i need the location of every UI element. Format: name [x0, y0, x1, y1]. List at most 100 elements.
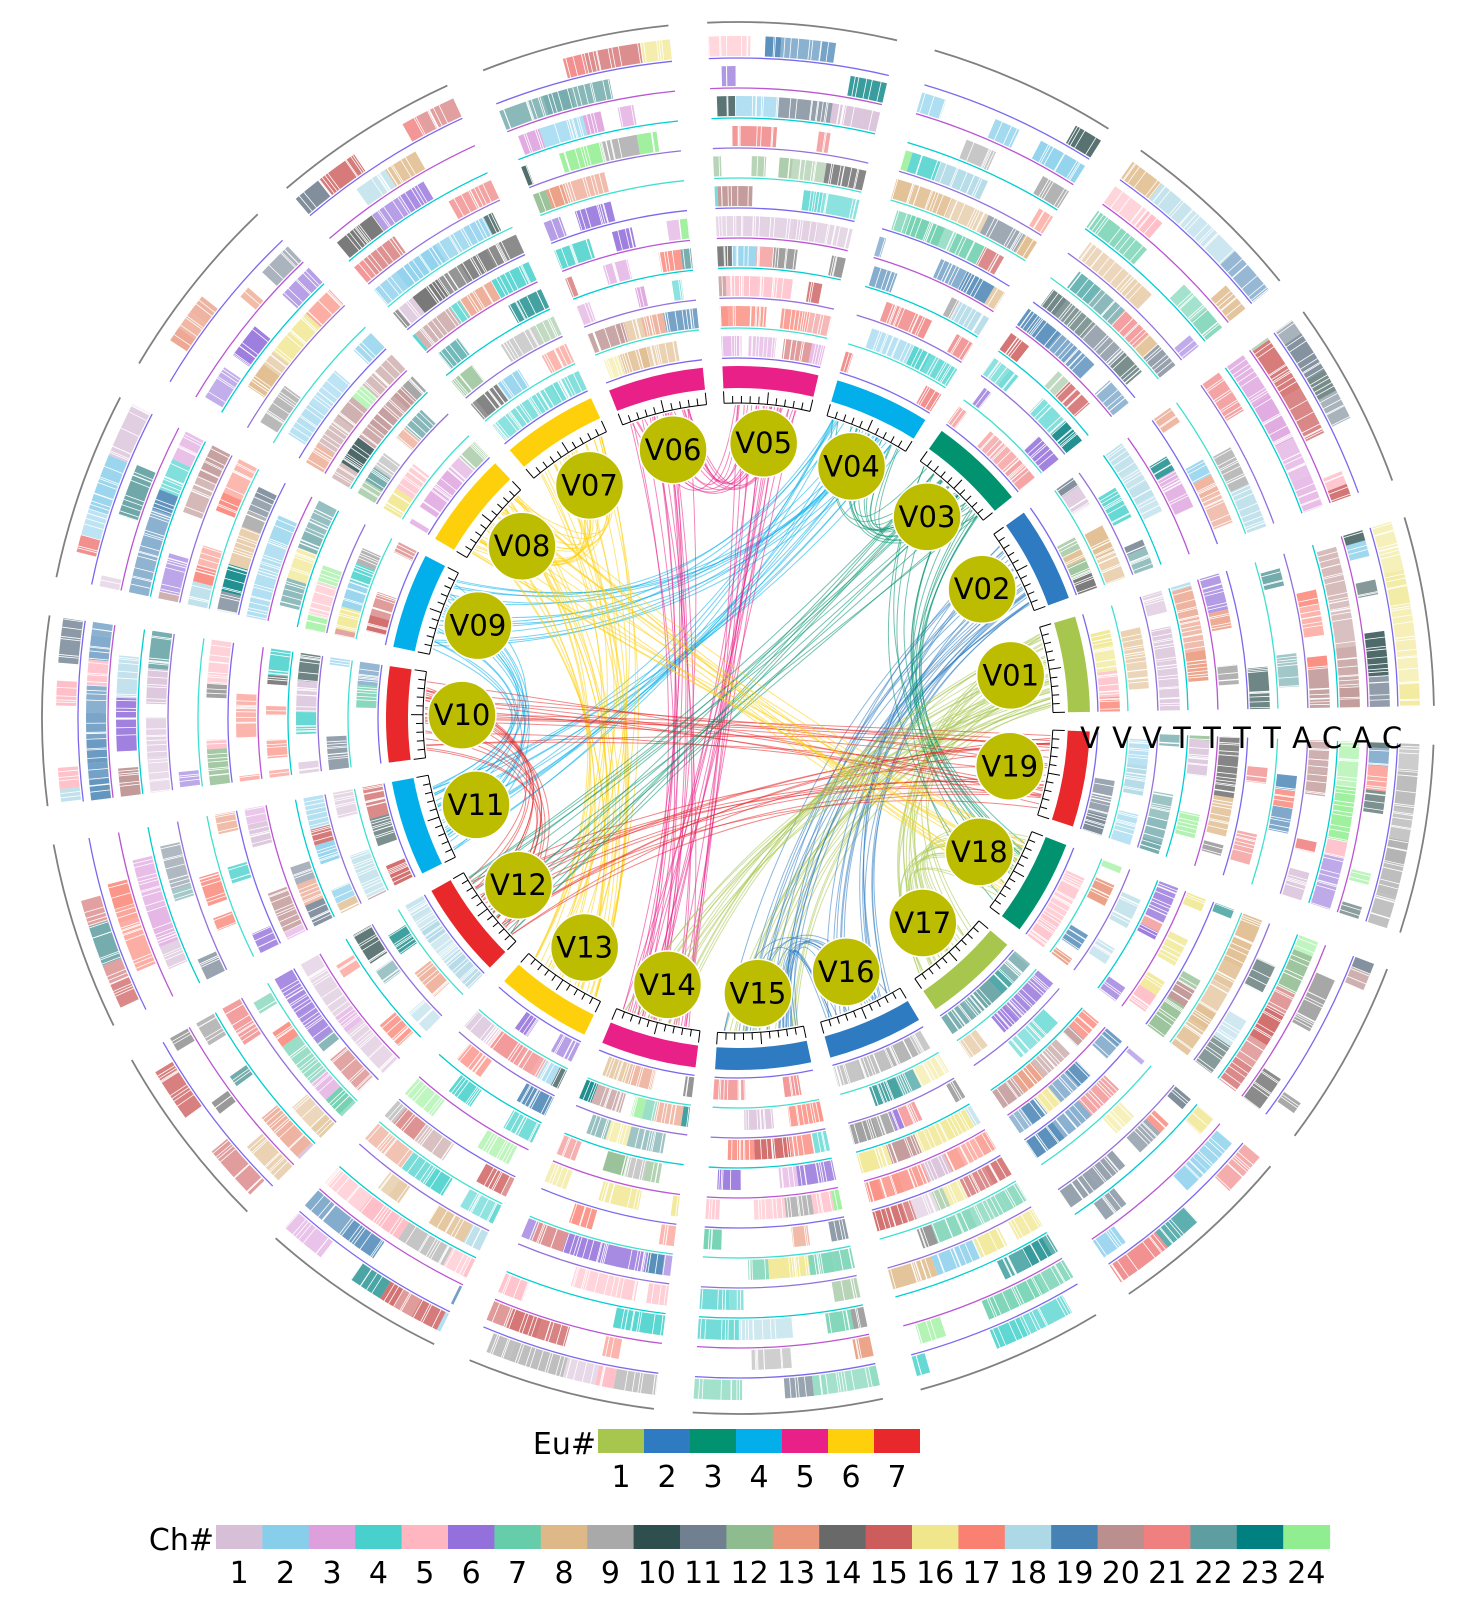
track-stripe [449, 235, 461, 253]
track-block [1061, 924, 1089, 951]
track-block [1101, 859, 1123, 874]
track-block [1029, 398, 1066, 435]
track-stripe [570, 244, 578, 264]
track-block [1230, 483, 1267, 534]
track-V15-4 [708, 1157, 837, 1190]
track-stripe [370, 471, 388, 484]
track-stripe [980, 148, 990, 168]
track-block [397, 297, 425, 325]
track-stripe [783, 248, 787, 269]
track-block [665, 219, 682, 242]
track-stripe [1221, 401, 1239, 413]
track-stripe [1129, 206, 1143, 223]
track-stripe [1395, 635, 1416, 639]
track-stripe [1075, 278, 1089, 295]
track-block [948, 232, 986, 265]
track-stripe [1057, 479, 1075, 492]
track-stripe [399, 483, 416, 496]
track-stripe [1374, 529, 1394, 536]
track-stripe [373, 372, 389, 387]
track-stripe [1249, 692, 1270, 695]
track-stripe [926, 356, 937, 375]
link-curve [673, 638, 1042, 1025]
track-stripe [1392, 614, 1413, 619]
track-stripe [825, 42, 830, 62]
track-baseline [427, 456, 491, 535]
track-stripe [774, 247, 777, 268]
track-stripe [450, 306, 463, 324]
track-stripe [1093, 648, 1114, 654]
track-stripe [388, 239, 402, 257]
track-stripe [1123, 322, 1139, 338]
track-stripe [1157, 190, 1171, 207]
track-stripe [580, 147, 587, 167]
track-block [1066, 558, 1091, 580]
track-V03-8 [1067, 242, 1199, 361]
track-stripe [377, 461, 395, 474]
link-curve [648, 407, 782, 1019]
track-stripe [1053, 188, 1065, 206]
track-stripe [582, 177, 589, 198]
track-block [336, 955, 361, 978]
track-stripe [1001, 372, 1015, 390]
track-stripe [935, 194, 944, 214]
track-stripe [1137, 212, 1151, 229]
track-stripe [583, 53, 590, 74]
track-block [929, 358, 958, 387]
track-stripe [435, 483, 453, 497]
track-stripe [988, 442, 1004, 458]
track-stripe [1109, 351, 1125, 367]
track-stripe [1010, 129, 1021, 149]
track-stripe [1177, 607, 1198, 614]
track-V10-10 [86, 621, 116, 801]
track-V17-11 [1108, 1142, 1260, 1283]
track-stripe [1009, 340, 1023, 358]
track-stripe [1192, 309, 1208, 324]
track-stripe [1101, 564, 1121, 574]
track-stripe [965, 241, 976, 260]
track-stripe [377, 210, 390, 228]
track-block [942, 297, 960, 320]
track-stripe [361, 485, 379, 498]
track-stripe [1022, 312, 1035, 330]
track-V02-7 [1176, 402, 1267, 534]
track-stripe [798, 159, 802, 180]
track-stripe [934, 361, 946, 380]
track-stripe [962, 308, 974, 327]
track-stripe [1134, 209, 1148, 226]
track-stripe [593, 174, 600, 195]
track-stripe [1151, 627, 1171, 633]
track-V05-4 [717, 245, 846, 281]
link-curve [487, 529, 1002, 889]
track-stripe [1152, 637, 1173, 642]
track-stripe [959, 272, 970, 291]
track-stripe [947, 300, 958, 319]
track-stripe [1168, 493, 1188, 503]
track-stripe [1060, 304, 1074, 321]
track-stripe [471, 257, 483, 275]
track-baseline [572, 269, 694, 300]
track-stripe [1096, 218, 1110, 235]
track-stripe [621, 353, 629, 374]
track-stripe [487, 390, 501, 407]
track-stripe [1181, 628, 1202, 633]
track-block [748, 336, 777, 358]
track-stripe [925, 222, 934, 242]
track-stripe [1133, 488, 1152, 500]
track-stripe [1369, 694, 1390, 696]
track-stripe [1247, 387, 1266, 399]
track-stripe [490, 280, 502, 299]
track-stripe [1206, 602, 1227, 608]
track-V10-8 [145, 630, 175, 793]
track-block [1061, 485, 1091, 516]
track-stripe [1347, 544, 1367, 551]
track-block [308, 581, 337, 619]
track-baseline [712, 147, 869, 164]
track-block [999, 333, 1030, 363]
track-stripe [1317, 551, 1338, 558]
track-block [379, 1012, 414, 1047]
track-stripe [361, 432, 378, 446]
track-stripe [1074, 577, 1094, 586]
track-V07-7 [373, 212, 513, 308]
track-stripe [719, 306, 722, 327]
